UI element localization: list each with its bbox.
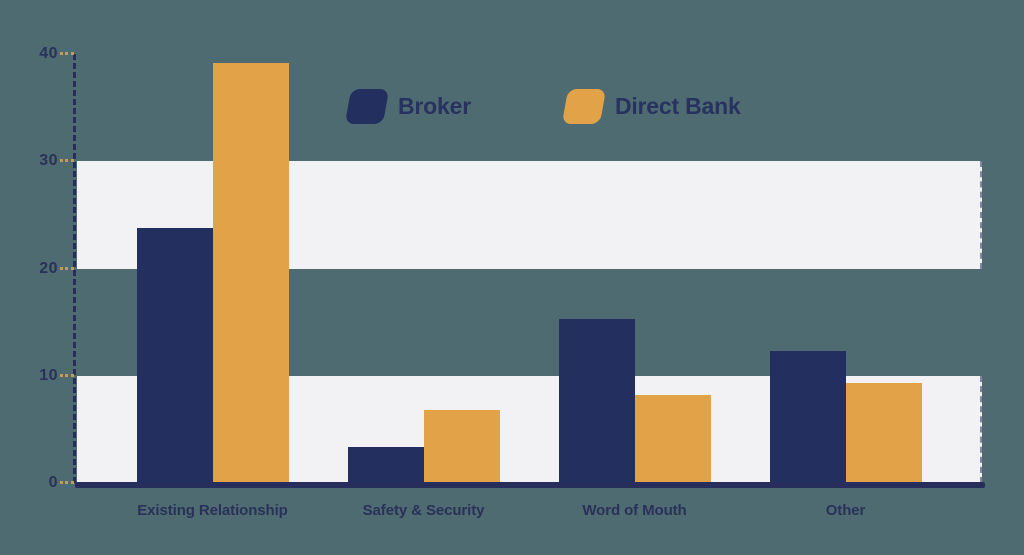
y-axis-tick-label: 40: [39, 45, 58, 62]
bar-broker: [136, 227, 213, 483]
x-axis-label: Word of Mouth: [582, 502, 687, 519]
y-axis-line: [73, 54, 76, 483]
y-axis-tick-label: 0: [48, 474, 58, 491]
broker-swatch-icon: [344, 89, 390, 124]
y-axis-tick: [60, 481, 74, 484]
legend-label-broker: Broker: [398, 93, 471, 119]
bar-broker: [347, 446, 424, 483]
bar-direct-bank: [423, 410, 500, 483]
legend: Broker Direct Bank: [344, 89, 741, 124]
bar-broker: [558, 318, 635, 483]
x-axis-label: Safety & Security: [362, 502, 485, 519]
y-axis-tick-label: 30: [39, 152, 58, 170]
direct-bank-swatch-icon: [561, 89, 607, 124]
y-axis-tick: [60, 52, 74, 55]
x-axis-label: Existing Relationship: [137, 502, 288, 519]
bar-broker: [769, 351, 846, 483]
bar-direct-bank: [212, 62, 289, 483]
y-axis-tick-label: 10: [39, 366, 58, 384]
bar-direct-bank: [845, 383, 922, 483]
x-axis-label: Other: [825, 502, 866, 519]
legend-label-direct-bank: Direct Bank: [614, 93, 741, 119]
legend-item-direct-bank: Direct Bank: [561, 89, 741, 124]
y-axis-tick-label: 20: [39, 259, 58, 277]
x-axis-line: [75, 482, 985, 488]
bar-direct-bank: [634, 395, 711, 483]
y-axis-tick: [60, 266, 74, 270]
legend-item-broker: Broker: [344, 89, 471, 124]
y-axis-tick: [60, 373, 74, 377]
y-axis-tick: [60, 159, 74, 163]
